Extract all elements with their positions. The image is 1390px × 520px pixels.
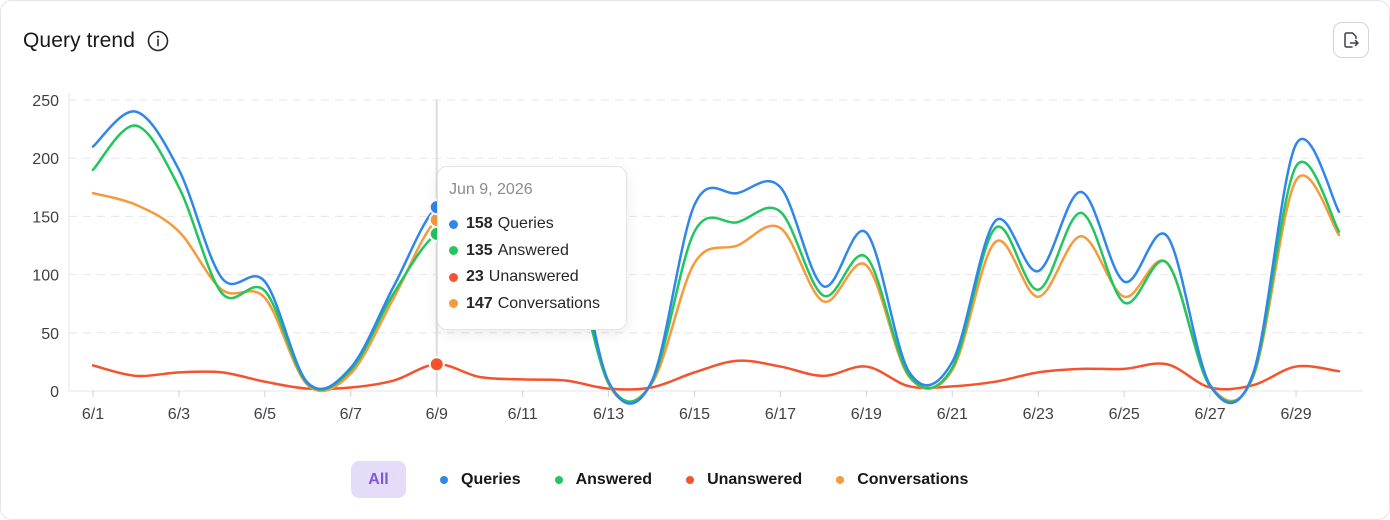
tooltip-label: Conversations	[497, 294, 600, 312]
unanswered-dot-icon	[686, 475, 695, 484]
x-tick-label: 6/11	[508, 406, 538, 423]
x-tick-label: 6/5	[254, 406, 276, 423]
y-tick-label: 0	[50, 384, 59, 401]
tooltip-label: Queries	[497, 215, 554, 233]
legend-item-queries[interactable]: Queries	[440, 471, 521, 489]
legend-label: Queries	[461, 470, 521, 488]
conversations-dot-icon	[449, 299, 458, 309]
x-tick-label: 6/21	[937, 406, 968, 423]
legend-item-unanswered[interactable]: Unanswered	[686, 471, 802, 489]
legend-all-button[interactable]: All	[351, 461, 406, 498]
tooltip-label: Answered	[497, 241, 569, 259]
tooltip-label: Unanswered	[488, 268, 579, 286]
chart-legend: All Queries Answered Unanswered Conversa…	[351, 461, 968, 498]
x-tick-label: 6/27	[1195, 406, 1226, 423]
series-line-answered	[91, 124, 1341, 404]
x-tick-label: 6/25	[1109, 406, 1140, 423]
tooltip-value: 23	[466, 268, 484, 286]
x-tick-label: 6/19	[851, 406, 882, 423]
x-tick-label: 6/17	[765, 406, 796, 423]
tooltip-value: 135	[466, 241, 493, 259]
y-tick-label: 250	[32, 93, 59, 110]
answered-dot-icon	[554, 475, 563, 484]
y-tick-label: 200	[32, 151, 59, 168]
point-unanswered	[428, 356, 445, 373]
card-title: Query trend	[23, 29, 135, 52]
tooltip-value: 158	[466, 215, 493, 233]
tooltip-row-answered: 135 Answered	[449, 238, 626, 265]
unanswered-dot-icon	[449, 272, 458, 282]
y-tick-label: 50	[41, 326, 59, 343]
tooltip-value: 147	[466, 294, 493, 312]
x-tick-label: 6/15	[679, 406, 710, 423]
export-button[interactable]	[1333, 22, 1369, 58]
chart-tooltip: Jun 9, 2026 158 Queries 135 Answered 23 …	[437, 166, 627, 330]
legend-label: Unanswered	[707, 470, 803, 488]
x-tick-label: 6/13	[593, 406, 624, 423]
x-tick-label: 6/23	[1023, 406, 1054, 423]
x-tick-label: 6/9	[426, 406, 448, 423]
answered-dot-icon	[449, 246, 458, 256]
conversations-dot-icon	[836, 475, 845, 484]
x-tick-label: 6/7	[340, 406, 362, 423]
export-icon	[1344, 32, 1359, 48]
x-tick-label: 6/3	[168, 406, 190, 423]
y-tick-label: 100	[32, 268, 59, 285]
line-chart: 0 50 100 150 200 250 6/1 6/3 6/5 6/7 6/9 6/11 6/13 6/…	[32, 93, 1363, 423]
tooltip-row-unanswered: 23 Unanswered	[449, 264, 626, 291]
legend-label: Conversations	[857, 470, 969, 488]
x-tick-label: 6/1	[82, 406, 104, 423]
y-tick-label: 150	[32, 209, 59, 226]
queries-dot-icon	[440, 475, 448, 484]
info-icon[interactable]	[147, 30, 169, 52]
series-line-conversations	[91, 174, 1341, 404]
tooltip-row-queries: 158 Queries	[449, 211, 626, 238]
queries-dot-icon	[449, 219, 458, 229]
legend-label: Answered	[575, 470, 653, 488]
tooltip-date: Jun 9, 2026	[449, 181, 533, 198]
card-header: Query trend	[23, 29, 169, 53]
legend-item-conversations[interactable]: Conversations	[836, 471, 968, 489]
x-tick-label: 6/29	[1280, 406, 1311, 423]
legend-item-answered[interactable]: Answered	[554, 470, 653, 489]
tooltip-row-conversations: 147 Conversations	[449, 291, 626, 318]
series-line-queries	[91, 110, 1341, 405]
series-line-unanswered	[91, 359, 1341, 391]
